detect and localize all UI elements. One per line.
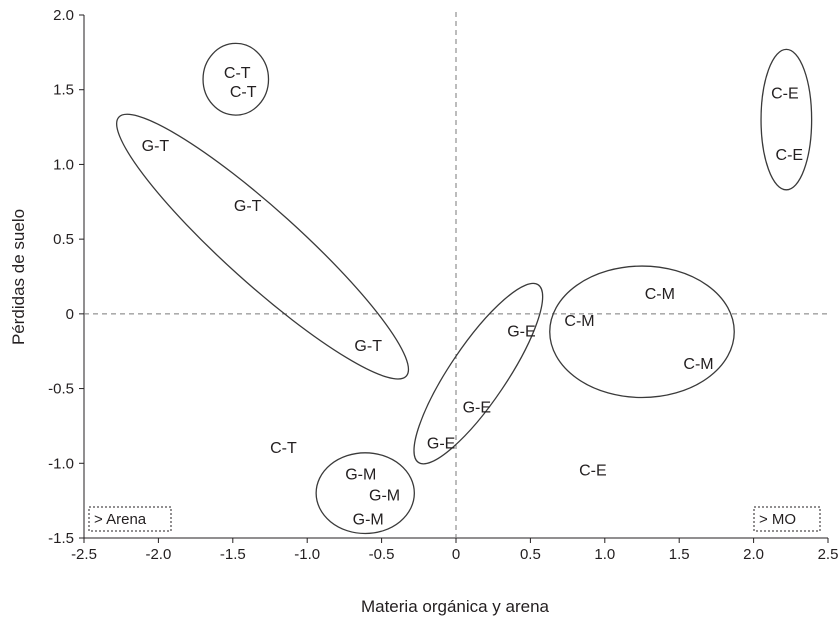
group-ellipse — [549, 265, 735, 399]
y-axis-title: Pérdidas de suelo — [9, 209, 28, 345]
x-axis-title: Materia orgánica y arena — [361, 597, 550, 616]
point-label: G-E — [463, 400, 491, 417]
point-label: C-M — [564, 313, 594, 330]
x-tick-label: -2.0 — [145, 546, 171, 563]
group-ellipse — [116, 113, 410, 380]
x-tick-label: -1.0 — [294, 546, 320, 563]
y-tick-label: 0 — [66, 306, 74, 323]
x-tick-label: -1.5 — [220, 546, 246, 563]
x-tick-label: 0.5 — [520, 546, 541, 563]
x-tick-label: 2.5 — [818, 546, 839, 563]
y-tick-label: 2.0 — [53, 7, 74, 24]
x-tick-label: 1.5 — [669, 546, 690, 563]
point-label: G-T — [142, 138, 170, 155]
corner-box-right: > MO — [753, 506, 821, 532]
group-ellipses — [116, 42, 813, 535]
x-tick-label: 0 — [452, 546, 460, 563]
annotation-arena: > Arena — [94, 511, 147, 528]
reference-lines — [84, 12, 828, 538]
point-label: G-T — [234, 198, 262, 215]
corner-box-left: > Arena — [88, 506, 172, 532]
x-tick-label: -2.5 — [71, 546, 97, 563]
axes: -2.5 -2.0 -1.5 -1.0 -0.5 0 0.5 1.0 1.5 2.0 2.5 -1.5… — [48, 7, 838, 563]
point-label: C-T — [270, 440, 297, 457]
point-labels: C-T C-T G-T G-T G-T C-T G-M G-M G-M G-E G-E G-E C-M C… — [142, 65, 803, 529]
point-label: C-E — [776, 147, 804, 164]
y-tick-label: 0.5 — [53, 231, 74, 248]
annotation-mo: > MO — [759, 511, 796, 528]
point-label: C-E — [771, 86, 799, 103]
group-ellipse — [315, 452, 415, 535]
point-label: C-T — [230, 84, 257, 101]
point-label: G-E — [507, 323, 535, 340]
y-tick-label: 1.0 — [53, 156, 74, 173]
y-tick-label: -1.5 — [48, 530, 74, 547]
x-tick-label: -0.5 — [369, 546, 395, 563]
y-tick-label: -1.0 — [48, 455, 74, 472]
point-label: C-T — [224, 65, 251, 82]
point-label: G-M — [353, 512, 384, 529]
point-label: C-M — [645, 286, 675, 303]
x-tick-label: 1.0 — [594, 546, 615, 563]
point-label: G-M — [369, 488, 400, 505]
point-label: C-M — [683, 356, 713, 373]
point-label: G-M — [345, 467, 376, 484]
group-ellipse — [413, 282, 544, 465]
point-label: G-T — [354, 338, 382, 355]
y-tick-label: -0.5 — [48, 381, 74, 398]
group-ellipse — [202, 42, 270, 116]
group-ellipse — [760, 48, 813, 191]
x-tick-label: 2.0 — [743, 546, 764, 563]
point-label: G-E — [427, 435, 455, 452]
point-label: C-E — [579, 462, 607, 479]
y-tick-label: 1.5 — [53, 82, 74, 99]
